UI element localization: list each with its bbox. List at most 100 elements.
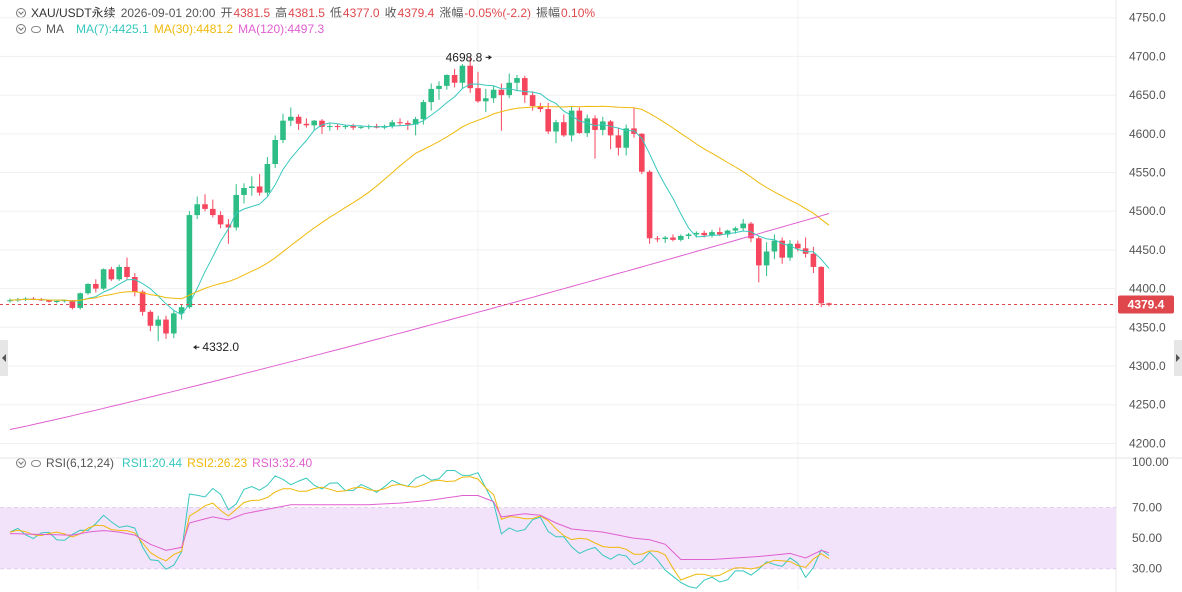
scroll-left-button[interactable] [0, 340, 8, 376]
ma-legend: MA MA(7):4425.1 MA(30):4481.2 MA(120):44… [0, 22, 329, 36]
candle [100, 268, 107, 291]
candle [779, 237, 785, 264]
ma-lines [9, 83, 830, 430]
candle [678, 234, 684, 242]
candle [311, 119, 317, 131]
low-annotation: 4332.0 [202, 340, 239, 354]
candle [467, 57, 473, 93]
candle [288, 107, 294, 127]
low-value: 4377.0 [342, 5, 380, 20]
last-price-label: 4379.4 [1128, 298, 1165, 312]
candle [389, 119, 395, 129]
candle [802, 237, 809, 258]
candle [85, 283, 91, 295]
candle [506, 73, 512, 99]
candle [522, 75, 528, 103]
candle [639, 133, 645, 175]
candle [147, 310, 154, 332]
rsi-tick-label: 70.00 [1132, 501, 1162, 515]
candle [709, 229, 715, 238]
candle [178, 304, 185, 320]
candle [607, 119, 614, 150]
price-tick-label: 4500.0 [1129, 204, 1166, 218]
price-tick-label: 4550.0 [1129, 166, 1166, 180]
candle [529, 91, 536, 111]
candle [186, 211, 193, 309]
price-tick-label: 4250.0 [1129, 398, 1166, 412]
candle [662, 235, 668, 243]
candle [592, 115, 598, 159]
candle [670, 234, 676, 242]
candle [654, 235, 661, 243]
candles [7, 57, 832, 342]
ma-label: MA [46, 22, 64, 36]
rsi-tick-label: 100.00 [1132, 455, 1169, 469]
candle [771, 234, 778, 260]
rsi-legend: RSI(6,12,24) RSI1:20.44 RSI2:26.23 RSI3:… [0, 456, 317, 470]
change-label: 涨幅 [439, 6, 464, 20]
ma7-line [9, 83, 830, 316]
candle [108, 266, 115, 281]
candle [685, 232, 692, 240]
eye-icon[interactable] [31, 25, 41, 33]
price-tick-label: 4650.0 [1129, 88, 1166, 102]
low-label: 低 [329, 6, 342, 20]
candle [272, 135, 278, 168]
candle [303, 118, 310, 128]
price-axis: 4750.0 4700.0 4650.0 4600.0 4550.0 4500.0 4450… [1129, 11, 1169, 576]
candle [490, 85, 497, 103]
candle [139, 290, 146, 316]
rsi-eye-icon[interactable] [31, 459, 41, 467]
price-tick-label: 4700.0 [1129, 49, 1166, 63]
rsi-label: RSI(6,12,24) [46, 456, 115, 470]
rsi-tick-label: 30.00 [1132, 562, 1162, 576]
rsi-lines [9, 470, 830, 589]
ma30-value: MA(30):4481.2 [153, 22, 234, 36]
candle [623, 124, 629, 156]
ma-collapse-chevron-icon[interactable] [16, 24, 26, 34]
candle [646, 170, 653, 244]
candle [568, 105, 575, 142]
candle [810, 246, 817, 274]
amplitude-label: 振幅 [536, 6, 561, 20]
candle [600, 116, 606, 136]
collapse-chevron-icon[interactable] [16, 7, 26, 18]
candle [194, 196, 200, 219]
candle [225, 218, 232, 244]
candle [545, 102, 551, 134]
candle [54, 300, 60, 304]
candle [553, 119, 559, 144]
candle [163, 315, 169, 339]
rsi1-value: RSI1:20.44 [122, 456, 183, 470]
candle [787, 239, 793, 261]
candle [264, 157, 271, 196]
candle [217, 211, 224, 229]
candle [756, 235, 762, 283]
rsi2-value: RSI2:26.23 [187, 456, 248, 470]
candle [428, 83, 434, 111]
price-header: XAU/USDT永续 2026-09-01 20:00 开 4381.5 高 4… [0, 4, 600, 21]
candle [514, 75, 520, 92]
rsi-tick-label: 50.00 [1132, 531, 1162, 545]
rsi-line-rsi3 [9, 495, 830, 560]
candle [171, 310, 177, 339]
candle [124, 257, 130, 280]
candle [334, 123, 341, 130]
ma120-value: MA(120):4497.3 [238, 22, 325, 36]
candle [256, 174, 263, 196]
candle [498, 83, 505, 131]
candle [412, 116, 419, 136]
rsi3-value: RSI3:32.40 [252, 456, 313, 470]
rsi-line-rsi2 [9, 476, 830, 581]
close-label: 收 [384, 6, 397, 20]
candle [319, 119, 325, 134]
candle [350, 123, 356, 130]
scroll-right-button[interactable] [1174, 340, 1182, 376]
ma7-value: MA(7):4425.1 [76, 22, 149, 36]
candle [7, 298, 13, 303]
open-label: 开 [220, 6, 233, 20]
high-value: 4381.5 [288, 5, 325, 20]
close-value: 4379.4 [397, 5, 435, 20]
